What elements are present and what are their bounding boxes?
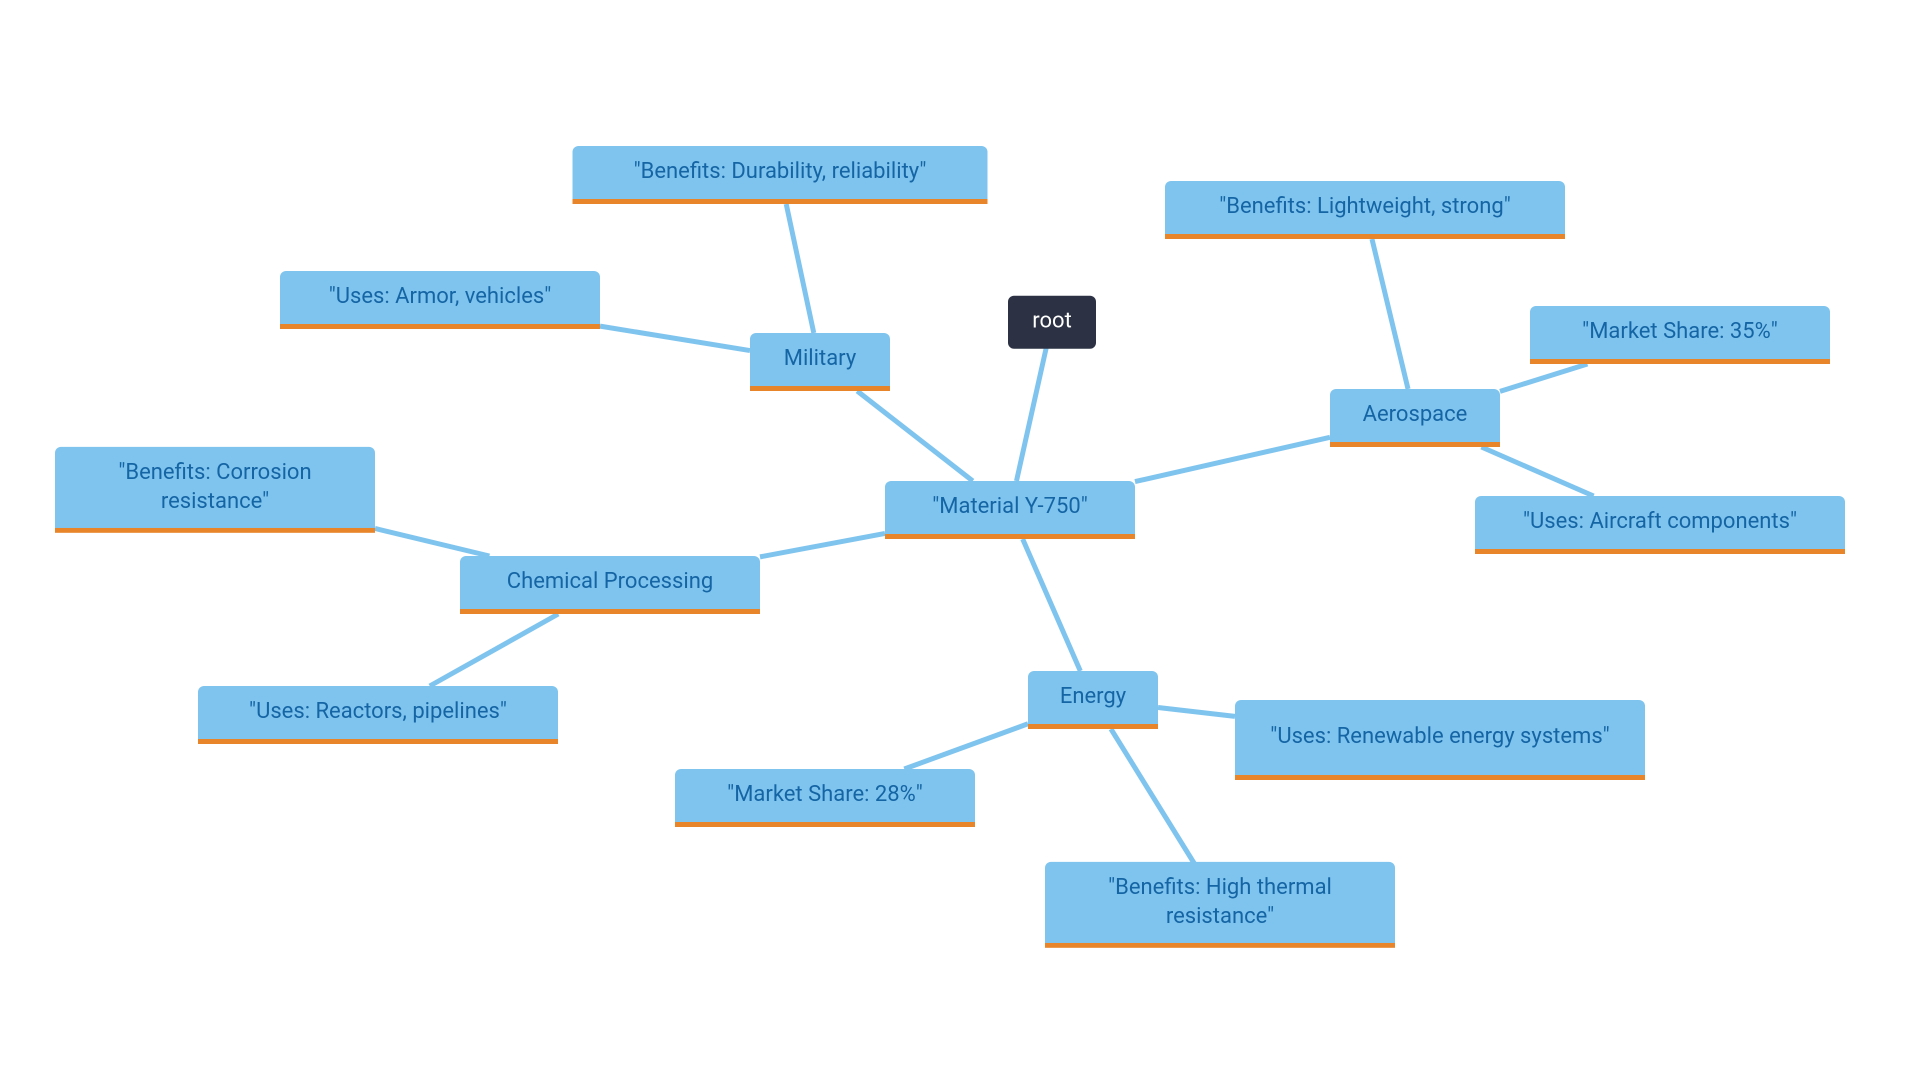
edge-energy-energy-benefits bbox=[1111, 729, 1195, 865]
edge-chemproc-chem-uses bbox=[430, 614, 558, 686]
node-aero-benefits: "Benefits: Lightweight, strong" bbox=[1165, 181, 1565, 239]
edge-material-energy bbox=[1023, 539, 1081, 671]
node-root: root bbox=[1008, 296, 1096, 349]
node-aero-uses: "Uses: Aircraft components" bbox=[1475, 496, 1845, 554]
node-energy-market: "Market Share: 28%" bbox=[675, 769, 975, 827]
node-material: "Material Y-750" bbox=[885, 481, 1135, 539]
edge-aerospace-aero-market bbox=[1500, 364, 1587, 391]
edge-energy-energy-uses bbox=[1158, 707, 1235, 716]
node-aero-market: "Market Share: 35%" bbox=[1530, 306, 1830, 364]
edge-material-aerospace bbox=[1135, 437, 1330, 481]
edge-material-military bbox=[857, 391, 973, 481]
edge-energy-energy-market bbox=[904, 724, 1028, 769]
edge-chemproc-chem-benefits bbox=[375, 528, 489, 556]
node-chem-uses: "Uses: Reactors, pipelines" bbox=[198, 686, 558, 744]
edge-aerospace-aero-benefits bbox=[1372, 239, 1408, 389]
edge-aerospace-aero-uses bbox=[1481, 447, 1593, 496]
edge-military-mil-uses bbox=[600, 326, 750, 350]
node-mil-uses: "Uses: Armor, vehicles" bbox=[280, 271, 600, 329]
edge-root-material bbox=[1016, 348, 1046, 481]
diagram-canvas: root "Material Y-750" Military Aerospace Ene… bbox=[0, 0, 1920, 1080]
node-chem-benefits: "Benefits: Corrosion resistance" bbox=[55, 447, 375, 533]
node-energy-uses: "Uses: Renewable energy systems" bbox=[1235, 700, 1645, 780]
node-energy-benefits: "Benefits: High thermal resistance" bbox=[1045, 862, 1395, 948]
node-mil-benefits: "Benefits: Durability, reliability" bbox=[573, 146, 988, 204]
edge-material-chemproc bbox=[760, 533, 885, 556]
edge-military-mil-benefits bbox=[786, 204, 814, 333]
node-aerospace: Aerospace bbox=[1330, 389, 1500, 447]
node-energy: Energy bbox=[1028, 671, 1158, 729]
node-military: Military bbox=[750, 333, 890, 391]
node-chemproc: Chemical Processing bbox=[460, 556, 760, 614]
